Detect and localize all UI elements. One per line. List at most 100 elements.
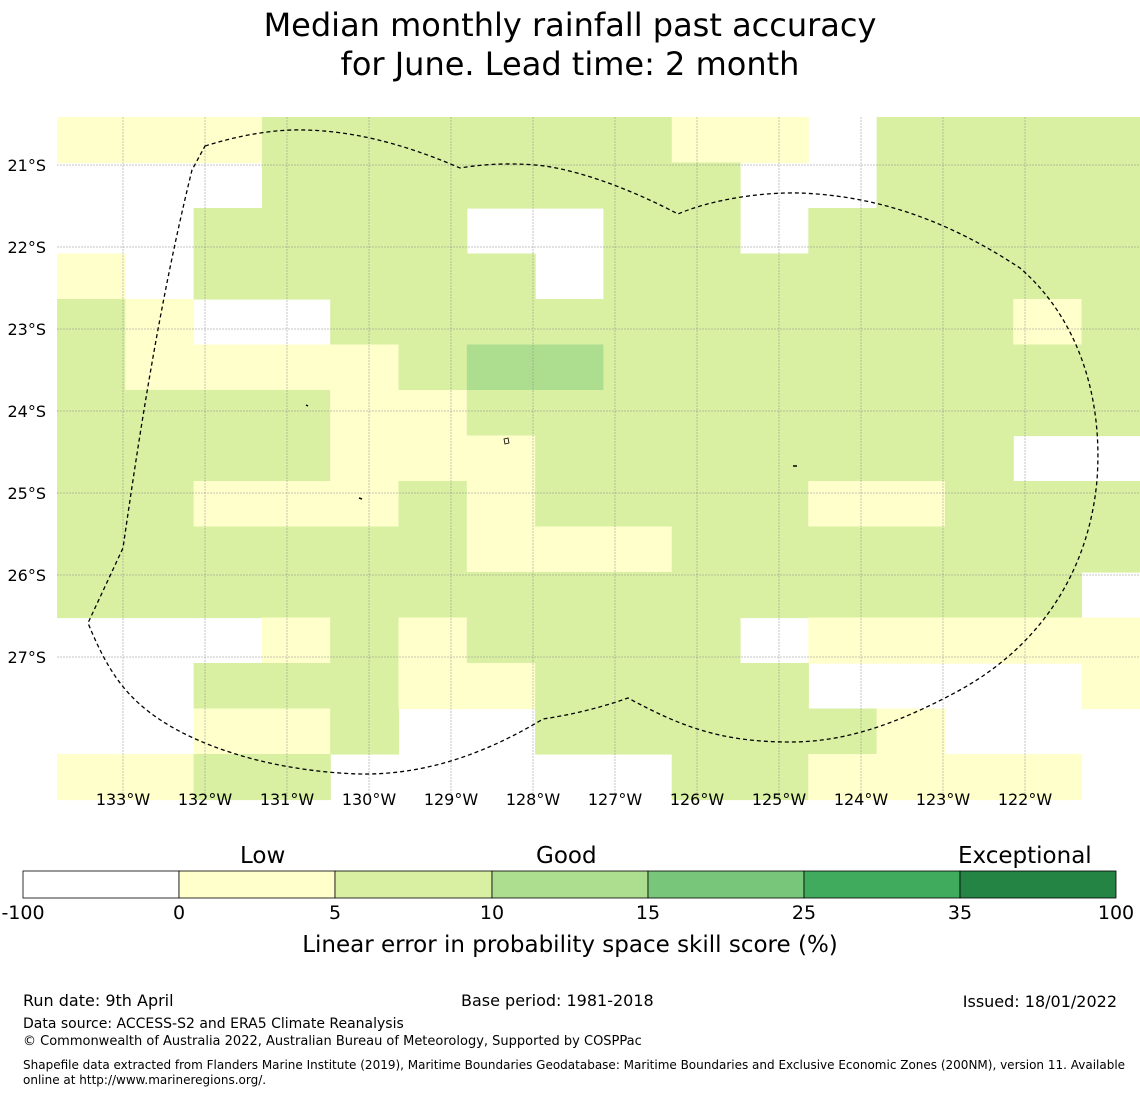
grid-cell bbox=[671, 117, 741, 164]
grid-cell bbox=[1081, 617, 1140, 664]
grid-cell bbox=[1013, 572, 1083, 619]
longitude-label: 125°W bbox=[752, 790, 807, 809]
grid-cell bbox=[193, 253, 263, 300]
colorbar-segment bbox=[959, 870, 1117, 899]
grid-cell bbox=[671, 617, 741, 664]
issued-date: Issued: 18/01/2022 bbox=[962, 992, 1117, 1011]
grid-cell bbox=[125, 572, 195, 619]
longitude-label: 130°W bbox=[342, 790, 397, 809]
grid-cell bbox=[808, 253, 878, 300]
rainfall-skill-map: 133°W 132°W 131°W 130°W 129°W 128°W 127°W 126°W… bbox=[7, 117, 1140, 809]
island-1 bbox=[305, 404, 309, 407]
grid-cell bbox=[330, 390, 400, 437]
grid-cell bbox=[261, 117, 331, 164]
grid-cell bbox=[466, 526, 536, 573]
grid-cell bbox=[398, 344, 468, 391]
grid-cell bbox=[876, 617, 946, 664]
grid-cell bbox=[193, 663, 263, 710]
grid-cell bbox=[125, 754, 195, 801]
grid-cell bbox=[398, 299, 468, 346]
grid-cell bbox=[330, 117, 400, 164]
latitude-label: 24°S bbox=[7, 402, 46, 421]
grid-cell bbox=[876, 754, 946, 801]
grid-cell bbox=[330, 708, 400, 755]
grid-cell bbox=[193, 572, 263, 619]
grid-cell bbox=[740, 299, 809, 346]
colorbar-tick: 25 bbox=[791, 902, 817, 924]
colorbar-tick: 10 bbox=[479, 902, 505, 924]
colorbar-tick: 0 bbox=[172, 902, 186, 924]
grid-cell bbox=[125, 526, 195, 573]
latitude-labels: 21°S 22°S 23°S 24°S 25°S 26°S 27°S bbox=[7, 156, 46, 667]
grid-cell bbox=[1081, 253, 1140, 300]
grid-cell bbox=[671, 162, 741, 209]
grid-cell bbox=[603, 481, 673, 528]
grid-cell bbox=[466, 162, 536, 209]
grid-cell bbox=[944, 117, 1014, 164]
grid-cell bbox=[466, 117, 536, 164]
grid-cell bbox=[535, 481, 604, 528]
grid-cell bbox=[57, 481, 126, 528]
grid-cell bbox=[603, 435, 673, 482]
grid-cell bbox=[261, 435, 331, 482]
colorbar-tick: 100 bbox=[1097, 902, 1135, 924]
grid-cell bbox=[603, 390, 673, 437]
copyright: © Commonwealth of Australia 2022, Austra… bbox=[23, 1034, 642, 1049]
grid-cell bbox=[330, 435, 400, 482]
grid-cell bbox=[740, 663, 809, 710]
longitude-label: 127°W bbox=[588, 790, 643, 809]
colorbar-segment bbox=[334, 870, 493, 899]
shapefile-credit-line-2: online at http://www.marineregions.org/. bbox=[23, 1073, 267, 1087]
grid-cell bbox=[466, 253, 536, 300]
grid-cell bbox=[808, 208, 878, 255]
grid-cell bbox=[535, 390, 604, 437]
grid-cell bbox=[1081, 663, 1140, 710]
chart-title: Median monthly rainfall past accuracy fo… bbox=[0, 6, 1140, 84]
grid-cell bbox=[57, 572, 126, 619]
grid-cell bbox=[1013, 299, 1083, 346]
grid-cell bbox=[740, 435, 809, 482]
grid-cell bbox=[944, 435, 1014, 482]
grid-cell bbox=[535, 708, 604, 755]
grid-cell bbox=[398, 208, 468, 255]
grid-cell bbox=[876, 117, 946, 164]
grid-cell bbox=[193, 390, 263, 437]
grid-cell bbox=[261, 708, 331, 755]
grid-cell bbox=[535, 572, 604, 619]
grid-cell bbox=[808, 572, 878, 619]
grid-cell bbox=[671, 481, 741, 528]
grid-cell bbox=[330, 663, 400, 710]
grid-cell bbox=[57, 390, 126, 437]
grid-cell bbox=[1013, 344, 1083, 391]
grid-cell bbox=[193, 526, 263, 573]
longitude-labels: 133°W 132°W 131°W 130°W 129°W 128°W 127°W 126°W… bbox=[96, 790, 1053, 809]
grid-cell bbox=[671, 526, 741, 573]
grid-cell bbox=[261, 526, 331, 573]
grid-cell bbox=[603, 344, 673, 391]
grid-cell bbox=[1081, 162, 1140, 209]
grid-cell bbox=[193, 435, 263, 482]
grid-cell bbox=[876, 253, 946, 300]
colorbar-tick: 5 bbox=[328, 902, 342, 924]
grid-cell bbox=[671, 253, 741, 300]
grid-cell bbox=[603, 162, 673, 209]
grid-cell bbox=[1081, 344, 1140, 391]
latitude-label: 21°S bbox=[7, 156, 46, 175]
grid-cell bbox=[330, 208, 400, 255]
grid-cell bbox=[535, 663, 604, 710]
grid-cell bbox=[808, 481, 878, 528]
grid-cell bbox=[261, 617, 331, 664]
grid-cell bbox=[944, 253, 1014, 300]
grid-cell bbox=[1013, 526, 1083, 573]
grid-cell bbox=[398, 526, 468, 573]
grid-cell bbox=[876, 390, 946, 437]
grid-cell bbox=[740, 344, 809, 391]
colorbar-tick: -100 bbox=[1, 902, 45, 924]
grid-cell bbox=[740, 708, 809, 755]
grid-cell bbox=[740, 390, 809, 437]
grid-cell bbox=[57, 117, 126, 164]
grid-cell bbox=[876, 708, 946, 755]
grid-cell bbox=[261, 572, 331, 619]
longitude-label: 129°W bbox=[424, 790, 479, 809]
grid-cell bbox=[398, 117, 468, 164]
